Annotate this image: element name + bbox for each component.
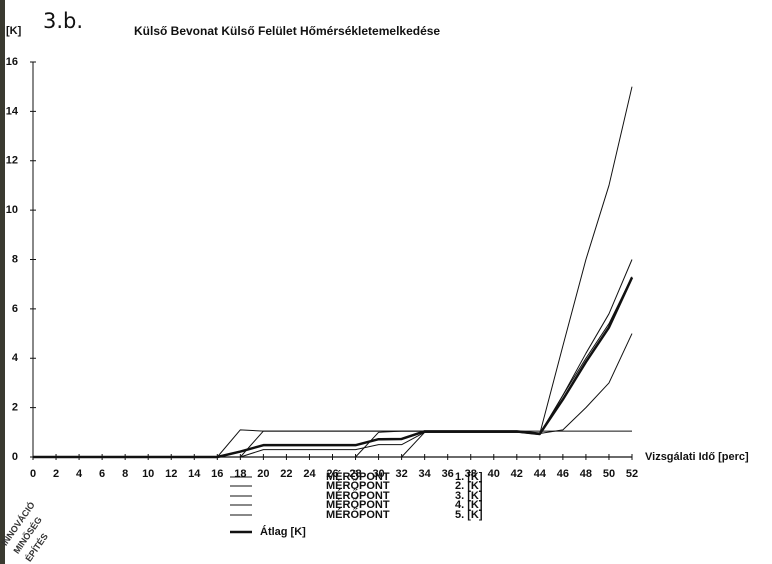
y-tick-label: 14 (6, 105, 19, 117)
x-tick-label: 42 (511, 468, 523, 480)
x-tick-label: 8 (122, 468, 128, 480)
x-tick-label: 46 (557, 468, 569, 480)
legend-unit: 5. [K] (455, 509, 483, 521)
x-tick-label: 32 (395, 468, 407, 480)
x-tick-label: 40 (488, 468, 500, 480)
y-tick-label: 8 (12, 253, 18, 265)
x-tick-label: 12 (165, 468, 177, 480)
y-tick-label: 4 (12, 352, 19, 364)
x-tick-label: 26 (326, 468, 338, 480)
y-tick-label: 12 (6, 155, 18, 167)
series-line (33, 276, 634, 459)
y-axis-label: [K] (6, 25, 22, 37)
series-line (33, 333, 633, 458)
x-tick-label: 6 (99, 468, 105, 480)
x-tick-label: 48 (580, 468, 592, 480)
chart-title: Külső Bevonat Külső Felület Hőmérséklete… (134, 24, 440, 38)
x-tick-label: 16 (211, 468, 223, 480)
x-tick-label: 14 (188, 468, 201, 480)
legend-unit: 2. [K] (455, 480, 483, 492)
legend-label: MÉRŐPONT (326, 508, 390, 521)
y-tick-label: 2 (12, 402, 18, 414)
corner-label: 3.b. (43, 9, 83, 33)
legend-unit: 1. [K] (455, 471, 483, 483)
x-tick-label: 30 (372, 468, 384, 480)
legend-unit: 3. [K] (455, 490, 483, 502)
x-tick-label: 52 (626, 468, 638, 480)
x-tick-label: 50 (603, 468, 615, 480)
legend-label: MÉRŐPONT (326, 498, 390, 511)
x-tick-label: 10 (142, 468, 154, 480)
y-tick-label: 6 (12, 303, 18, 315)
y-tick-label: 10 (6, 204, 18, 216)
x-tick-label: 34 (419, 468, 432, 480)
legend-label: MÉRŐPONT (326, 489, 390, 502)
x-tick-label: 2 (53, 468, 59, 480)
x-tick-label: 22 (280, 468, 292, 480)
legend-label: Átlag [K] (260, 525, 306, 538)
x-tick-label: 36 (442, 468, 454, 480)
series-line (33, 259, 633, 458)
legend-unit: 4. [K] (455, 499, 483, 511)
x-tick-label: 44 (534, 468, 547, 480)
photo-edge (0, 0, 5, 564)
legend-label: MÉRŐPONT (326, 479, 390, 492)
x-tick-label: 38 (465, 468, 477, 480)
x-tick-label: 20 (257, 468, 269, 480)
x-tick-label: 0 (30, 468, 36, 480)
series-line (33, 86, 633, 458)
x-tick-label: 18 (234, 468, 246, 480)
legend-label: MÉRŐPONT (326, 470, 390, 483)
x-tick-label: 28 (349, 468, 361, 480)
y-tick-label: 16 (6, 56, 18, 68)
x-tick-label: 4 (76, 468, 83, 480)
x-axis-label: Vizsgálati Idő [perc] (645, 451, 749, 463)
y-tick-label: 0 (12, 451, 18, 463)
x-tick-label: 24 (303, 468, 316, 480)
